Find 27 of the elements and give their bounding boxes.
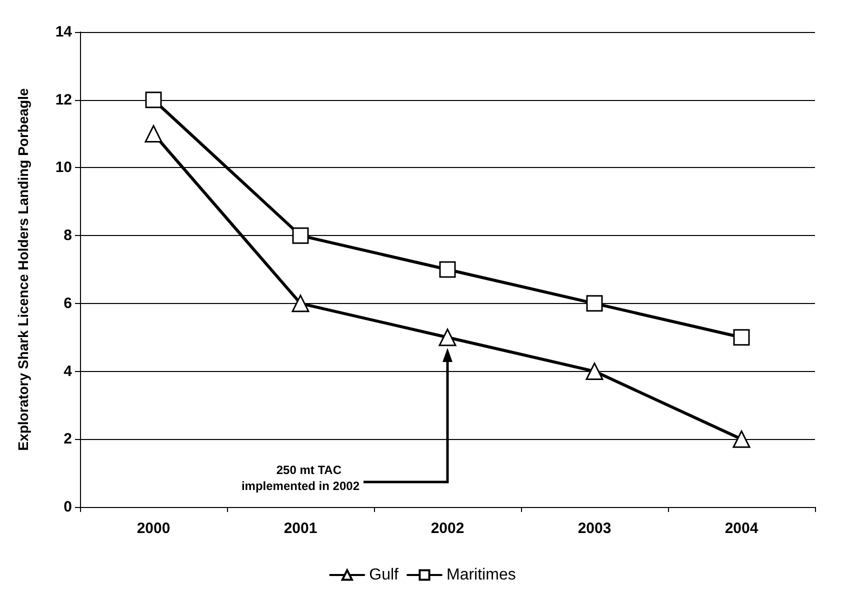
point [144, 125, 162, 143]
point [732, 430, 750, 448]
point [439, 261, 456, 278]
y-tick-label: 14 [55, 24, 73, 40]
x-tick-label: 2001 [284, 520, 318, 537]
y-tick-label: 8 [64, 227, 72, 244]
x-tick-label: 2000 [136, 520, 170, 537]
point [292, 294, 310, 312]
legend-label: Gulf [369, 566, 400, 584]
y-axis-title: Exploratory Shark Licence Holders Landing Porbeagle [15, 88, 31, 451]
y-tick-label: 10 [55, 159, 72, 176]
y-tick-label: 0 [64, 498, 72, 516]
y-tick-label: 12 [55, 91, 72, 108]
y-tick-label: 2 [64, 430, 72, 448]
x-tick-label: 2003 [578, 520, 612, 537]
annotation: 250 mt TAC implemented in 2002 [241, 463, 360, 493]
point [586, 362, 604, 380]
point [292, 227, 309, 244]
x-tick-label: 2002 [430, 520, 464, 537]
y-tick-label: 4 [64, 362, 73, 380]
point [586, 295, 603, 312]
x-tick-label: 2004 [724, 520, 759, 537]
y-tick-label: 6 [64, 294, 72, 312]
point [145, 92, 162, 108]
point [733, 329, 750, 346]
point [438, 328, 456, 346]
legend-label: Maritimes [446, 566, 516, 584]
